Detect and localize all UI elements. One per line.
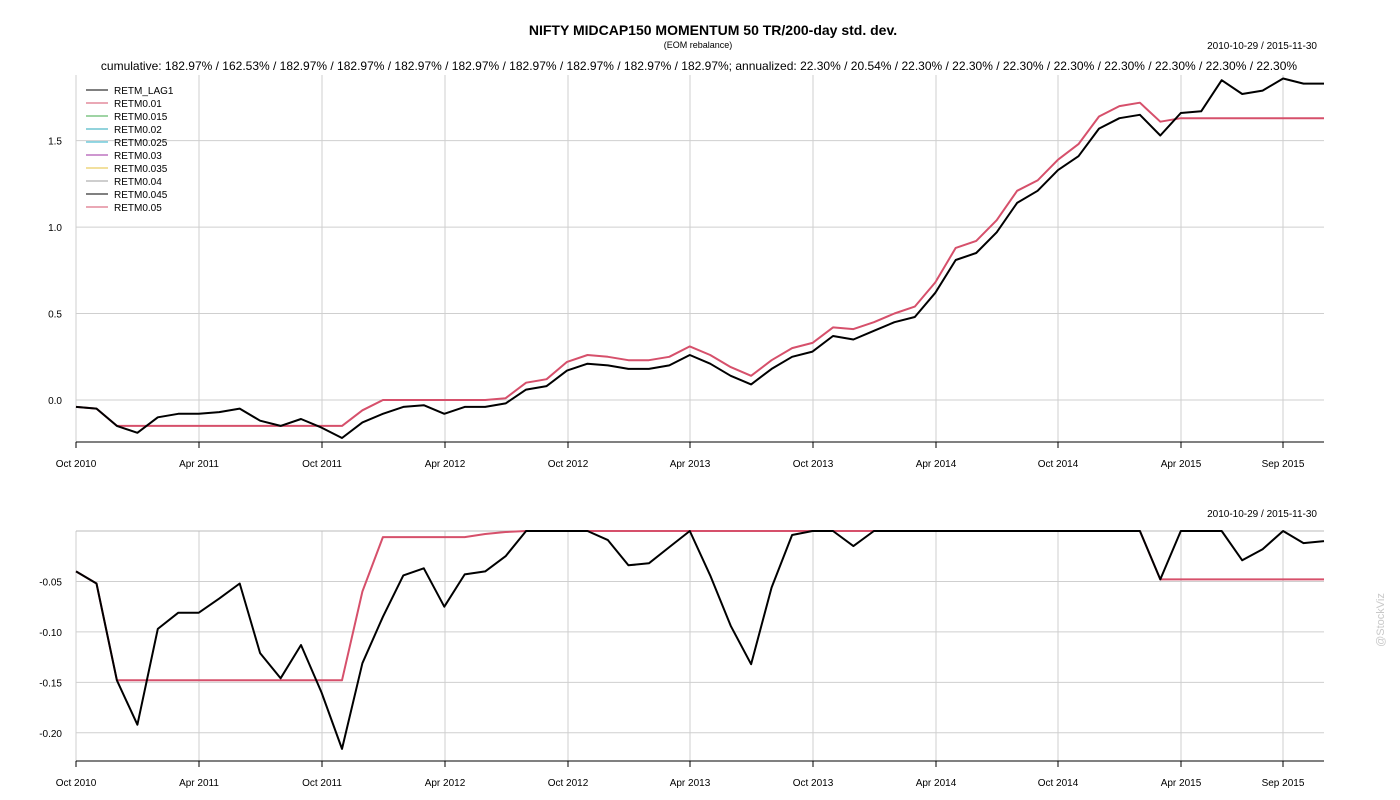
x-tick-label: Oct 2012 bbox=[548, 778, 589, 789]
y-tick-label: 1.5 bbox=[48, 137, 62, 148]
x-tick-label: Sep 2015 bbox=[1262, 778, 1305, 789]
y-tick-label: -0.15 bbox=[39, 678, 62, 689]
x-tick-label: Apr 2012 bbox=[425, 459, 466, 470]
series-line-retm-lag1 bbox=[75, 77, 1324, 439]
y-tick-label: 0.0 bbox=[48, 396, 62, 407]
bottom-gridlines bbox=[75, 530, 1324, 761]
x-tick-label: Sep 2015 bbox=[1262, 459, 1305, 470]
chart-subtitle: (EOM rebalance) bbox=[664, 40, 733, 50]
legend-label: RETM0.015 bbox=[114, 112, 168, 123]
y-tick-label: -0.05 bbox=[39, 577, 62, 588]
x-tick-label: Oct 2011 bbox=[302, 459, 342, 470]
x-tick-label: Apr 2015 bbox=[1161, 459, 1202, 470]
date-range-top: 2010-10-29 / 2015-11-30 bbox=[1207, 41, 1317, 52]
top-y-axis: 0.0 0.5 1.0 1.5 bbox=[48, 137, 62, 407]
legend-label: RETM0.02 bbox=[114, 125, 162, 136]
legend-label: RETM0.04 bbox=[114, 177, 162, 188]
y-tick-label: 1.0 bbox=[48, 223, 62, 234]
chart-title: NIFTY MIDCAP150 MOMENTUM 50 TR/200-day s… bbox=[529, 22, 897, 38]
x-tick-label: Oct 2010 bbox=[56, 778, 97, 789]
series-line-retm0-01 bbox=[75, 101, 1324, 427]
y-tick-label: 0.5 bbox=[48, 310, 62, 321]
x-tick-label: Apr 2013 bbox=[670, 778, 711, 789]
x-tick-label: Apr 2011 bbox=[179, 778, 219, 789]
x-tick-label: Oct 2014 bbox=[1038, 778, 1079, 789]
date-range-bottom: 2010-10-29 / 2015-11-30 bbox=[1207, 509, 1317, 520]
x-tick-label: Apr 2014 bbox=[916, 778, 957, 789]
top-plot-area bbox=[75, 77, 1324, 439]
bottom-plot-area bbox=[75, 530, 1325, 750]
legend-label: RETM0.01 bbox=[114, 99, 162, 110]
series-line-retm-lag1 bbox=[75, 530, 1325, 750]
legend-label: RETM_LAG1 bbox=[114, 86, 174, 97]
bottom-y-axis: -0.05 -0.10 -0.15 -0.20 bbox=[39, 577, 62, 739]
legend-label: RETM0.05 bbox=[114, 203, 162, 214]
stats-line: cumulative: 182.97% / 162.53% / 182.97% … bbox=[101, 59, 1297, 73]
legend-label: RETM0.045 bbox=[114, 190, 168, 201]
x-tick-label: Oct 2013 bbox=[793, 778, 834, 789]
x-tick-label: Oct 2013 bbox=[793, 459, 834, 470]
legend-label: RETM0.035 bbox=[114, 164, 168, 175]
x-tick-label: Oct 2014 bbox=[1038, 459, 1079, 470]
x-tick-label: Apr 2014 bbox=[916, 459, 957, 470]
y-tick-label: -0.20 bbox=[39, 729, 62, 740]
x-tick-label: Oct 2011 bbox=[302, 778, 342, 789]
watermark: @StockViz bbox=[1375, 593, 1387, 647]
x-tick-label: Oct 2012 bbox=[548, 459, 589, 470]
x-tick-label: Apr 2012 bbox=[425, 778, 466, 789]
x-tick-label: Oct 2010 bbox=[56, 459, 97, 470]
y-tick-label: -0.10 bbox=[39, 628, 62, 639]
bottom-x-axis: Oct 2010 Apr 2011 Oct 2011 Apr 2012 Oct 2012… bbox=[56, 760, 1324, 789]
x-tick-label: Apr 2015 bbox=[1161, 778, 1202, 789]
legend-label: RETM0.025 bbox=[114, 138, 168, 149]
legend: RETM_LAG1 RETM0.01 RETM0.015 RETM0.02 RETM0.… bbox=[86, 86, 174, 214]
top-gridlines bbox=[75, 75, 1324, 442]
top-x-axis: Oct 2010 Apr 2011 Oct 2011 Apr 2012 Oct 2012… bbox=[56, 441, 1324, 470]
x-tick-label: Apr 2013 bbox=[670, 459, 711, 470]
x-tick-label: Apr 2011 bbox=[179, 459, 219, 470]
legend-label: RETM0.03 bbox=[114, 151, 162, 162]
